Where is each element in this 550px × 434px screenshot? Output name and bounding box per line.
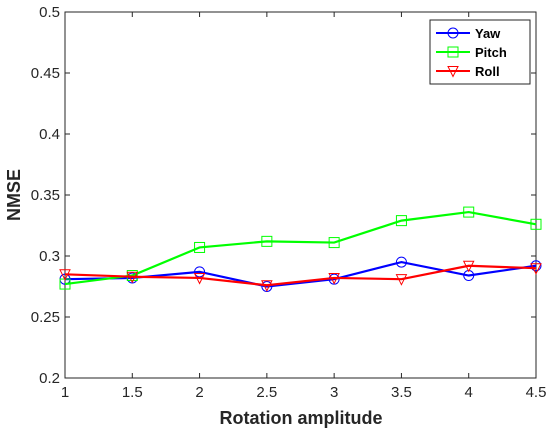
y-tick-label: 0.35 <box>31 187 60 204</box>
x-tick-label: 2 <box>195 384 203 401</box>
data-point-roll <box>59 269 71 281</box>
data-point-pitch <box>194 241 206 253</box>
data-point-roll <box>193 272 206 285</box>
y-tick-label: 0.25 <box>31 309 60 326</box>
data-point-pitch <box>261 235 273 247</box>
legend-label-pitch: Pitch <box>475 45 507 60</box>
x-tick-label: 1 <box>61 384 69 401</box>
legend-label-roll: Roll <box>475 64 500 79</box>
data-point-roll <box>261 280 273 292</box>
x-axis-title: Rotation amplitude <box>220 408 383 428</box>
y-tick-label: 0.2 <box>39 370 60 387</box>
y-tick-label: 0.3 <box>39 248 60 265</box>
x-tick-label: 4 <box>465 384 473 401</box>
data-point-pitch <box>328 237 340 249</box>
y-axis-title: NMSE <box>4 169 24 221</box>
series-line-roll <box>64 264 537 287</box>
data-point-roll <box>395 274 408 286</box>
y-tick-label: 0.4 <box>39 126 60 143</box>
plot-area: 1 1.5 2 2.5 3 3.5 4 4.5 0.2 0.25 0.3 0.35 0.4 0.45 0.5… <box>31 4 547 401</box>
x-tick-label: 1.5 <box>122 384 143 401</box>
data-point-roll <box>462 260 475 273</box>
data-point-pitch <box>463 206 475 218</box>
x-tick-label: 4.5 <box>526 384 547 401</box>
data-point-roll <box>126 271 139 284</box>
data-point-pitch <box>395 215 407 227</box>
legend-marker-yaw <box>447 27 459 39</box>
x-tick-label: 3 <box>330 384 338 401</box>
legend-marker-roll <box>447 66 459 78</box>
data-point-roll <box>530 263 542 275</box>
y-tick-label: 0.5 <box>39 4 60 21</box>
data-point-yaw <box>395 256 407 268</box>
x-tick-label: 2.5 <box>256 384 277 401</box>
legend-marker-pitch <box>447 46 459 58</box>
series-line-pitch <box>64 210 537 286</box>
data-point-roll <box>328 272 340 285</box>
y-tick-label: 0.45 <box>31 65 60 82</box>
data-point-yaw <box>530 260 542 272</box>
x-tick-label: 3.5 <box>391 384 412 401</box>
data-point-pitch <box>530 218 542 230</box>
legend: Yaw Pitch Roll <box>429 19 531 85</box>
legend-label-yaw: Yaw <box>475 26 501 41</box>
